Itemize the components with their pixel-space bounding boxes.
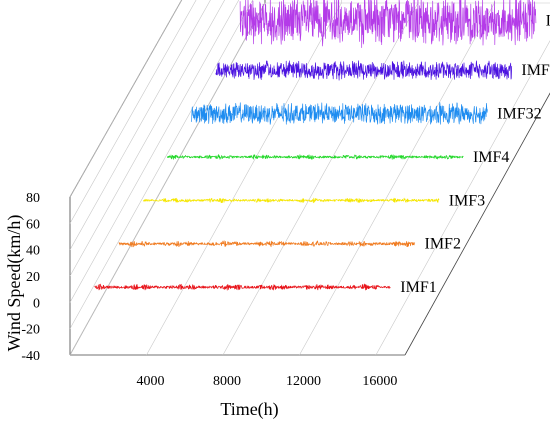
- y-tick-label: 80: [26, 191, 40, 206]
- series-group: IMF35IMF34IMF33IMF32IMF4IMF3IMF2IMF1: [94, 0, 550, 296]
- grid-line-y-3: [69, 0, 225, 277]
- axis-top-left-depth: [69, 0, 183, 198]
- x-tick-label: 12000: [286, 374, 321, 389]
- series-line-imf32: [191, 102, 488, 125]
- series-label-imf32: IMF32: [497, 106, 541, 123]
- series-line-imf1: [94, 283, 391, 291]
- plot-box: [69, 0, 550, 356]
- y-tick-label: 20: [26, 270, 40, 285]
- series-line-imf2: [118, 240, 416, 248]
- x-axis-title: Time(h): [220, 399, 278, 420]
- grid-line-y-2: [69, 0, 211, 250]
- grid-line-x-2: [299, 0, 495, 356]
- y-tick-label: -40: [21, 349, 40, 364]
- grid-line-y-6: [69, 2, 550, 356]
- series-line-imf34: [239, 0, 537, 48]
- axis-bottom-right-depth: [404, 92, 550, 356]
- series-label-imf33: IMF33: [521, 62, 550, 79]
- y-tick-label: 40: [26, 244, 40, 259]
- y-tick-label: -20: [21, 323, 40, 338]
- grid-line-y-1: [69, 0, 197, 224]
- y-tick-label: 60: [26, 217, 40, 232]
- grid-line-y-0: [69, 0, 183, 198]
- series-line-imf3: [143, 197, 440, 204]
- grid-line-x-3: [375, 40, 550, 356]
- grid-line-x-0: [146, 0, 342, 356]
- series-label-imf2: IMF2: [424, 236, 460, 253]
- series-line-imf33: [215, 60, 513, 81]
- series-line-imf4: [167, 154, 464, 160]
- series-label-imf34: IMF34: [546, 12, 550, 29]
- x-tick-label: 8000: [213, 374, 241, 389]
- grid-line-x-1: [222, 0, 419, 356]
- y-tick-label: 0: [33, 296, 40, 311]
- grid-line-y-5: [69, 0, 254, 329]
- tick-labels: 80 60 40 20 0 -20 -40 4000 8000 12000 16000: [21, 191, 397, 389]
- series-label-imf3: IMF3: [449, 192, 485, 209]
- series-label-imf1: IMF1: [400, 279, 436, 296]
- grid-line-y-4: [69, 0, 240, 303]
- series-label-imf4: IMF4: [473, 149, 509, 166]
- grid-lines: [69, 0, 550, 356]
- y-axis-title: Wind Speed(km/h): [4, 215, 25, 352]
- x-tick-label: 4000: [136, 374, 164, 389]
- x-tick-label: 16000: [362, 374, 397, 389]
